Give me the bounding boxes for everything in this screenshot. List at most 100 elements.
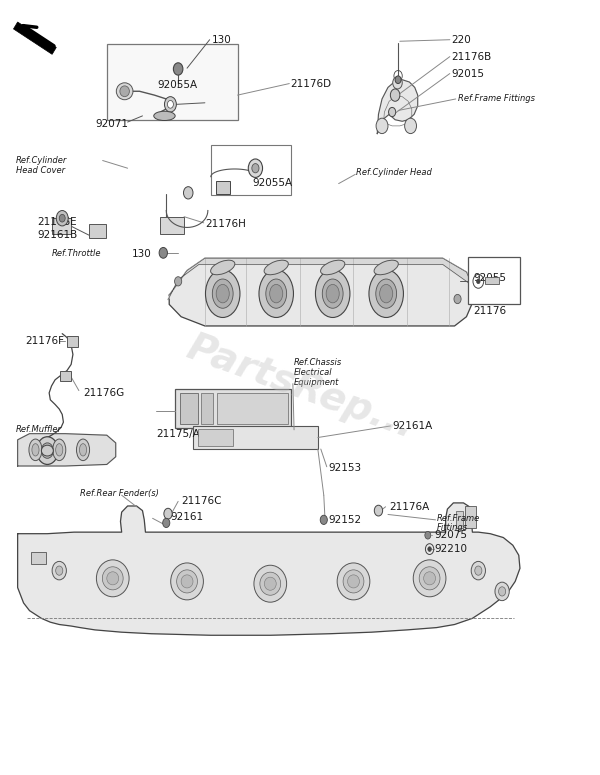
Circle shape <box>475 566 482 575</box>
Circle shape <box>393 77 402 89</box>
Circle shape <box>404 119 416 133</box>
Text: 21176D: 21176D <box>290 78 332 88</box>
Bar <box>211 145 291 195</box>
Bar <box>202 393 213 424</box>
Ellipse shape <box>264 260 289 274</box>
Polygon shape <box>168 258 472 300</box>
Text: Ref.Rear Fender(s): Ref.Rear Fender(s) <box>80 489 159 498</box>
Bar <box>31 552 46 564</box>
Ellipse shape <box>32 443 39 456</box>
Circle shape <box>376 119 388 133</box>
Text: 220: 220 <box>452 35 472 45</box>
Polygon shape <box>169 258 472 326</box>
Ellipse shape <box>316 270 350 318</box>
Text: Electrical: Electrical <box>294 367 332 377</box>
Ellipse shape <box>211 260 235 274</box>
Ellipse shape <box>265 577 276 591</box>
Ellipse shape <box>337 563 370 600</box>
Text: 21176E: 21176E <box>37 217 77 227</box>
Text: Ref.Frame Fittings: Ref.Frame Fittings <box>458 95 535 103</box>
Bar <box>107 44 238 119</box>
Circle shape <box>391 89 400 102</box>
Ellipse shape <box>53 439 66 460</box>
Bar <box>193 426 318 449</box>
Text: Equipment: Equipment <box>294 377 340 387</box>
Ellipse shape <box>56 443 63 456</box>
Ellipse shape <box>260 572 281 595</box>
Text: 21176F: 21176F <box>25 336 64 346</box>
Bar <box>456 511 463 528</box>
Text: 130: 130 <box>131 249 151 259</box>
Bar <box>467 257 520 305</box>
Circle shape <box>428 547 431 551</box>
Bar <box>465 506 476 528</box>
Bar <box>89 225 106 238</box>
Text: 21176: 21176 <box>473 305 507 315</box>
Ellipse shape <box>320 260 345 274</box>
Text: 92015: 92015 <box>452 68 485 78</box>
Ellipse shape <box>259 270 293 318</box>
Polygon shape <box>17 434 116 466</box>
Circle shape <box>425 532 431 539</box>
Ellipse shape <box>326 284 339 303</box>
Ellipse shape <box>181 575 193 588</box>
Ellipse shape <box>266 279 287 308</box>
Text: 92152: 92152 <box>329 515 362 525</box>
Text: 92055A: 92055A <box>253 177 293 188</box>
Text: PartsRep...: PartsRep... <box>181 329 419 446</box>
Circle shape <box>164 97 176 112</box>
Ellipse shape <box>212 279 233 308</box>
Text: Fittings: Fittings <box>437 523 468 532</box>
Text: 92055: 92055 <box>473 274 506 283</box>
Text: 92161A: 92161A <box>392 421 433 431</box>
Text: Ref.Muffler: Ref.Muffler <box>16 425 62 434</box>
Text: 21176C: 21176C <box>181 496 221 506</box>
Bar <box>67 336 77 346</box>
Text: 92071: 92071 <box>95 119 128 129</box>
Circle shape <box>495 582 509 601</box>
Circle shape <box>184 187 193 199</box>
Ellipse shape <box>76 439 89 460</box>
Ellipse shape <box>322 279 343 308</box>
Circle shape <box>56 566 63 575</box>
Ellipse shape <box>376 279 397 308</box>
Ellipse shape <box>154 112 175 120</box>
Polygon shape <box>13 22 56 54</box>
Circle shape <box>56 211 68 226</box>
Circle shape <box>320 515 328 525</box>
Ellipse shape <box>347 575 359 588</box>
Bar <box>485 277 499 284</box>
Ellipse shape <box>369 270 403 318</box>
Circle shape <box>248 159 263 177</box>
Polygon shape <box>377 80 418 133</box>
Circle shape <box>59 215 65 222</box>
Circle shape <box>389 108 396 117</box>
Circle shape <box>175 277 182 286</box>
Text: 92161: 92161 <box>170 512 203 522</box>
Text: Ref.Frame: Ref.Frame <box>437 514 480 523</box>
Text: 21176H: 21176H <box>205 219 246 229</box>
Ellipse shape <box>216 284 229 303</box>
Circle shape <box>167 101 173 108</box>
Ellipse shape <box>176 570 197 593</box>
Ellipse shape <box>419 567 440 590</box>
Ellipse shape <box>29 439 42 460</box>
Text: 21176G: 21176G <box>83 388 124 398</box>
Ellipse shape <box>120 86 130 97</box>
Bar <box>60 370 71 381</box>
Text: 92153: 92153 <box>329 463 362 474</box>
Ellipse shape <box>205 270 240 318</box>
Ellipse shape <box>97 560 129 597</box>
Ellipse shape <box>413 560 446 597</box>
Circle shape <box>164 508 172 519</box>
Ellipse shape <box>41 445 53 456</box>
Bar <box>52 219 71 233</box>
Ellipse shape <box>103 567 123 590</box>
Circle shape <box>374 505 383 516</box>
Ellipse shape <box>424 572 436 585</box>
Bar <box>198 429 233 446</box>
Text: 21176B: 21176B <box>452 52 492 62</box>
Text: Ref.Throttle: Ref.Throttle <box>52 249 101 258</box>
Ellipse shape <box>171 563 203 600</box>
Circle shape <box>163 518 170 528</box>
